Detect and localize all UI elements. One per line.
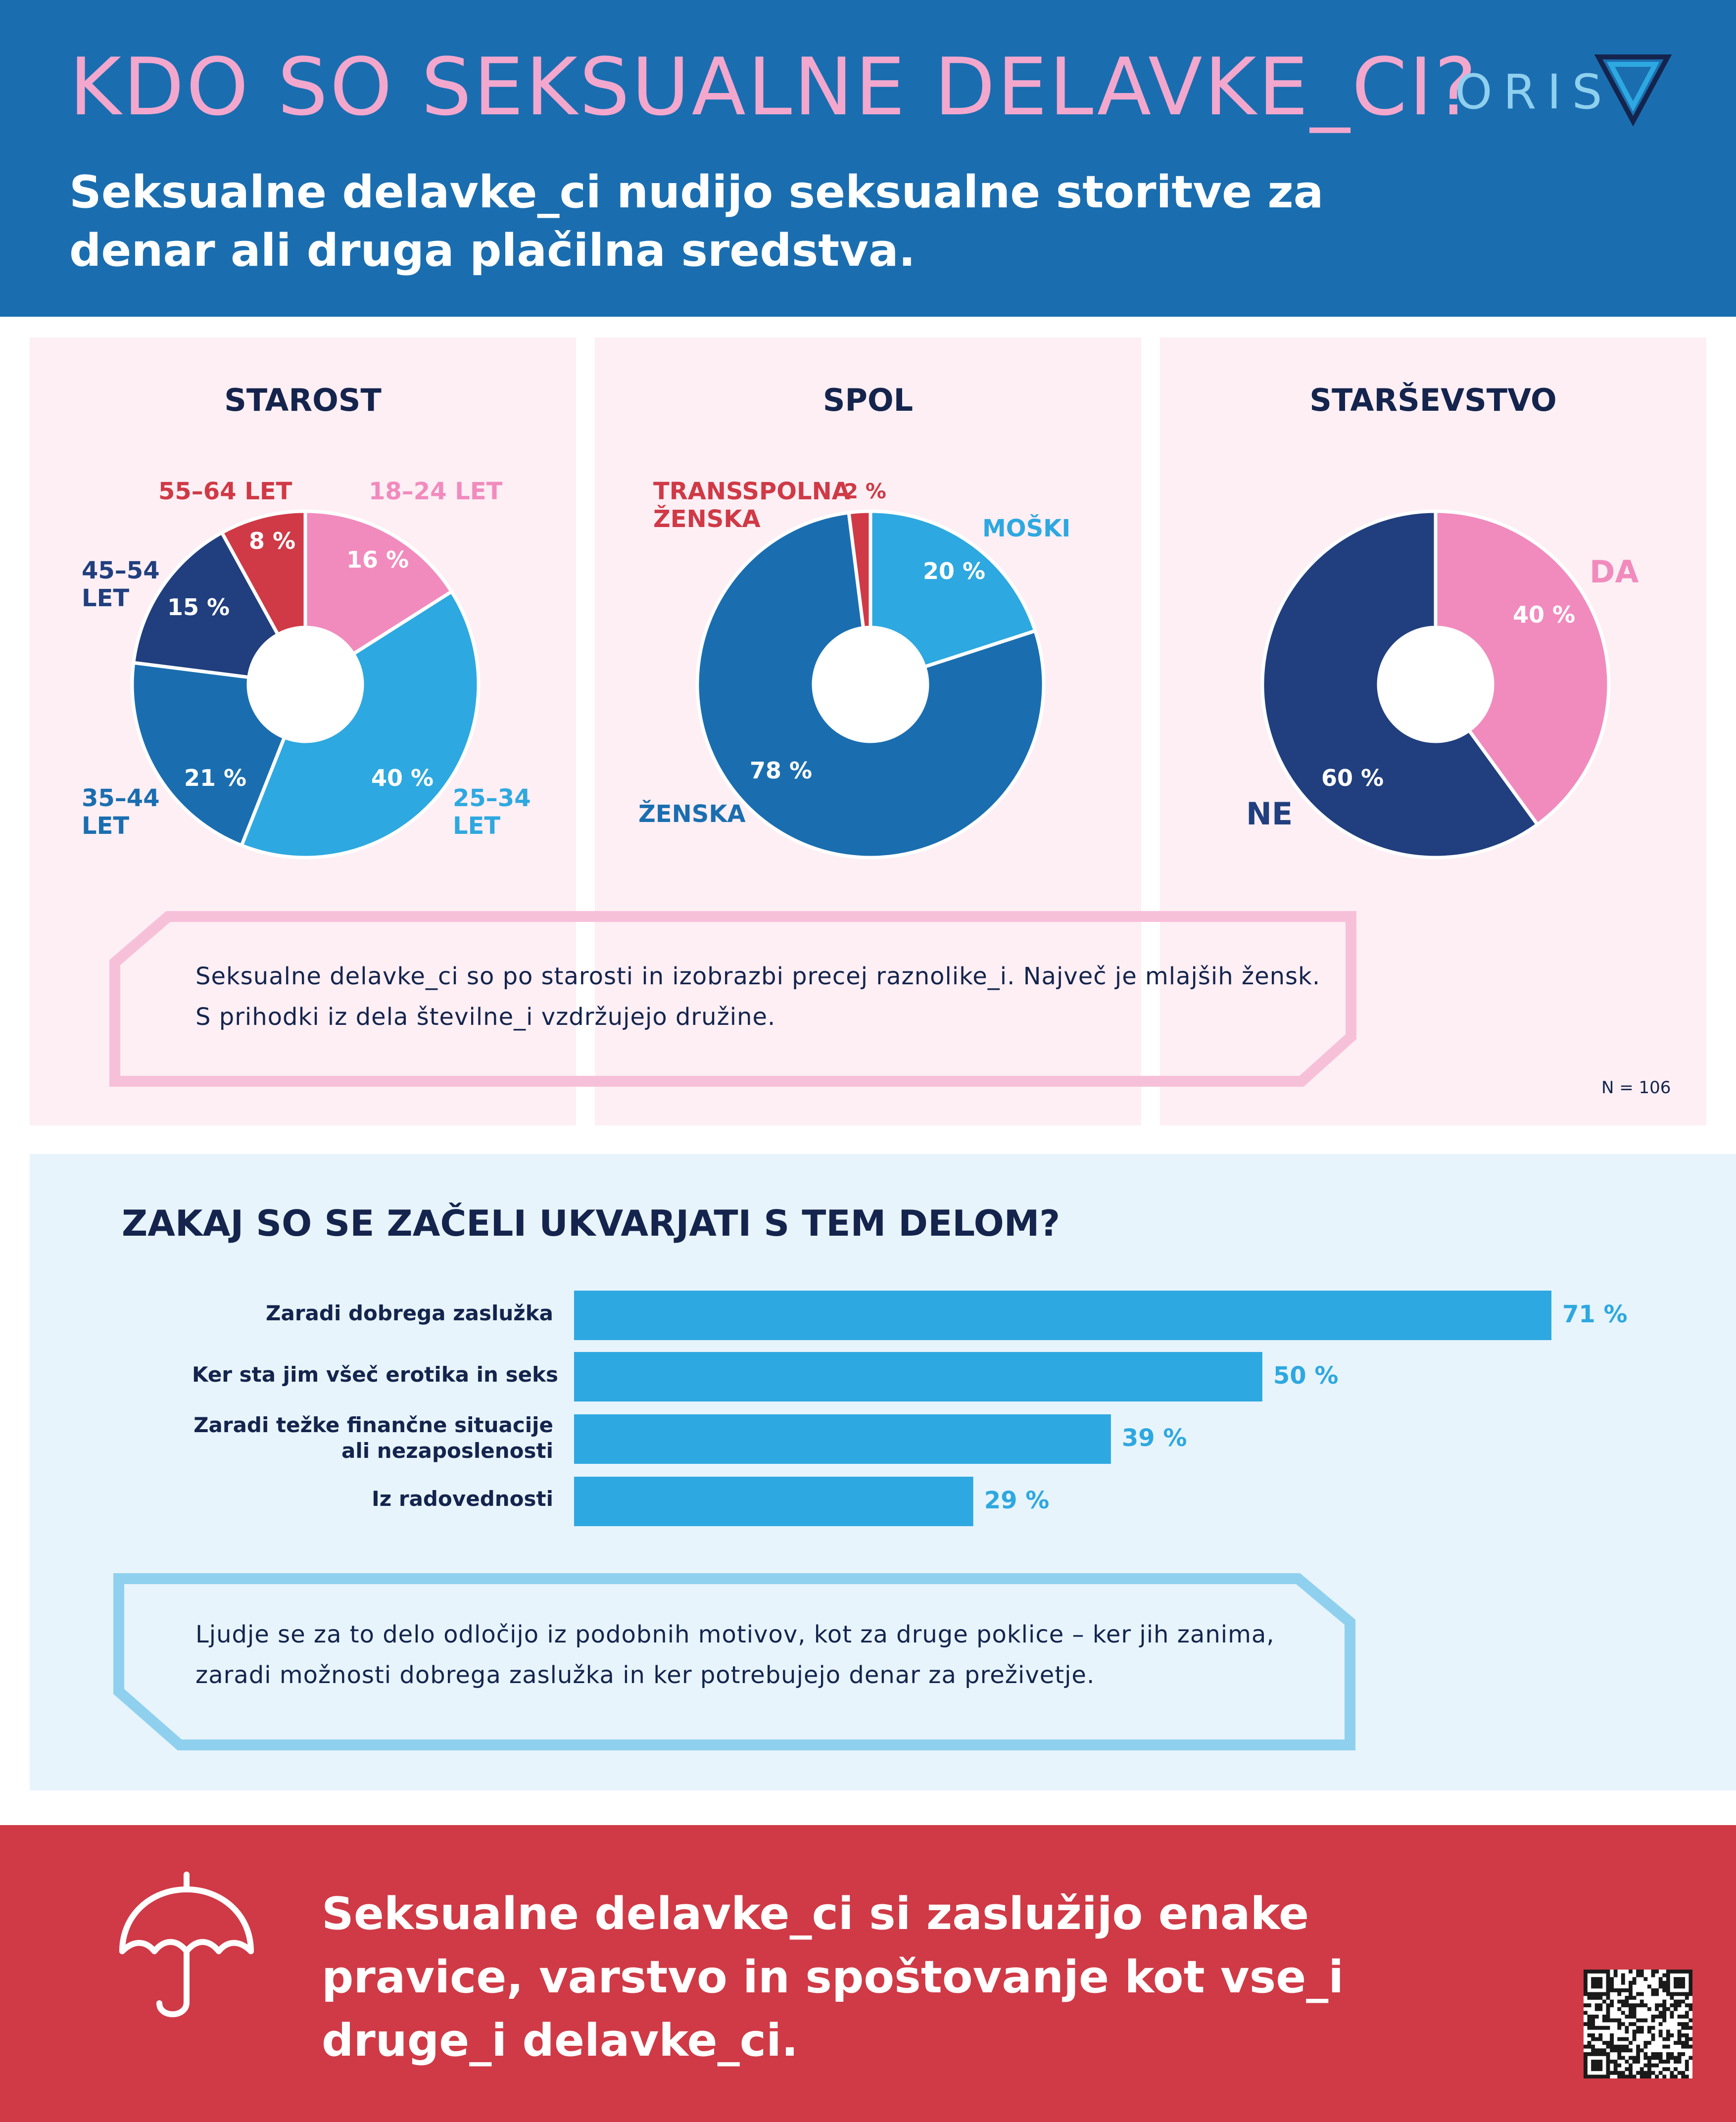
motive-bar-3 bbox=[574, 1414, 1111, 1464]
age-label-35-44: 35–44 LET bbox=[82, 784, 160, 840]
motives-note: Ljudje se za to delo odločijo iz podobni… bbox=[195, 1621, 1275, 1689]
oris-logo: ORIS bbox=[1455, 49, 1673, 129]
parenthood-value-yes: 40 % bbox=[1513, 601, 1576, 628]
parenthood-hole bbox=[1379, 627, 1493, 741]
motive-value-1: 71 % bbox=[1562, 1301, 1628, 1328]
age-label-55-64: 55–64 LET bbox=[158, 478, 292, 505]
logo-triangle-icon bbox=[1594, 54, 1672, 127]
demographics-note: Seksualne delavke_ci so po starosti in i… bbox=[195, 963, 1321, 1031]
age-label-45-54: 45–54 LET bbox=[82, 557, 160, 612]
gender-hole bbox=[814, 627, 927, 741]
motives-section bbox=[30, 1154, 1736, 1790]
parenthood-label-yes: DA bbox=[1590, 554, 1639, 590]
age-slice-1 bbox=[303, 509, 454, 657]
motives-note-frame bbox=[113, 1573, 1355, 1750]
age-label-25-34: 25–34 LET bbox=[453, 784, 531, 840]
header-banner bbox=[0, 0, 1736, 317]
gender-label-male: MOŠKI bbox=[982, 515, 1071, 542]
gender-donut-chart bbox=[695, 509, 1046, 860]
age-value-25-34: 40 % bbox=[371, 765, 434, 791]
footer-message: Seksualne delavke_ci si zaslužijo enake … bbox=[322, 1888, 1344, 2067]
page-subtitle: Seksualne delavke_ci nudijo seksualne st… bbox=[69, 166, 1324, 277]
age-value-45-54: 15 % bbox=[167, 594, 230, 621]
page-title: KDO SO SEKSUALNE DELAVKE_CI? bbox=[69, 41, 1479, 133]
parenthood-chart-title: STARŠEVSTVO bbox=[1309, 382, 1557, 418]
age-value-18-24: 16 % bbox=[346, 546, 409, 573]
motive-label-1: Zaradi dobrega zaslužka bbox=[266, 1301, 553, 1325]
motive-bar-1 bbox=[574, 1291, 1551, 1340]
gender-value-male: 20 % bbox=[923, 558, 986, 584]
sample-size: N = 106 bbox=[1601, 1078, 1671, 1098]
gender-value-female: 78 % bbox=[750, 757, 813, 784]
logo-text: ORIS bbox=[1455, 64, 1613, 120]
motive-label-4: Iz radovednosti bbox=[372, 1487, 553, 1511]
motive-bar-4 bbox=[574, 1477, 973, 1526]
age-donut-chart bbox=[130, 509, 481, 860]
parenthood-donut-chart bbox=[1260, 509, 1611, 860]
gender-value-trans: 2 % bbox=[844, 479, 886, 503]
parenthood-value-no: 60 % bbox=[1321, 765, 1384, 791]
age-label-18-24: 18–24 LET bbox=[369, 478, 503, 505]
age-value-55-64: 8 % bbox=[249, 528, 296, 554]
age-chart-title: STAROST bbox=[224, 382, 382, 418]
gender-label-female: ŽENSKA bbox=[638, 800, 746, 828]
age-value-35-44: 21 % bbox=[184, 765, 247, 791]
motives-bar-chart bbox=[574, 1291, 1551, 1526]
motives-chart-title: ZAKAJ SO SE ZAČELI UKVARJATI S TEM DELOM… bbox=[122, 1203, 1061, 1244]
qr-code[interactable] bbox=[1584, 1970, 1692, 2078]
gender-label-trans: TRANSSPOLNA ŽENSKA bbox=[653, 478, 850, 533]
motive-label-2: Ker sta jim všeč erotika in seks bbox=[192, 1362, 558, 1387]
parenthood-label-no: NE bbox=[1246, 796, 1293, 832]
motive-value-4: 29 % bbox=[984, 1487, 1050, 1514]
motive-bar-2 bbox=[574, 1352, 1262, 1401]
umbrella-icon bbox=[119, 1872, 254, 2018]
gender-chart-title: SPOL bbox=[822, 382, 914, 418]
motive-label-3: Zaradi težke finančne situacije ali nezap… bbox=[193, 1413, 553, 1463]
footer-banner bbox=[0, 1825, 1736, 2122]
motive-value-2: 50 % bbox=[1273, 1362, 1339, 1390]
age-hole bbox=[248, 627, 362, 741]
motive-value-3: 39 % bbox=[1121, 1424, 1187, 1452]
demographics-note-frame bbox=[109, 911, 1356, 1087]
